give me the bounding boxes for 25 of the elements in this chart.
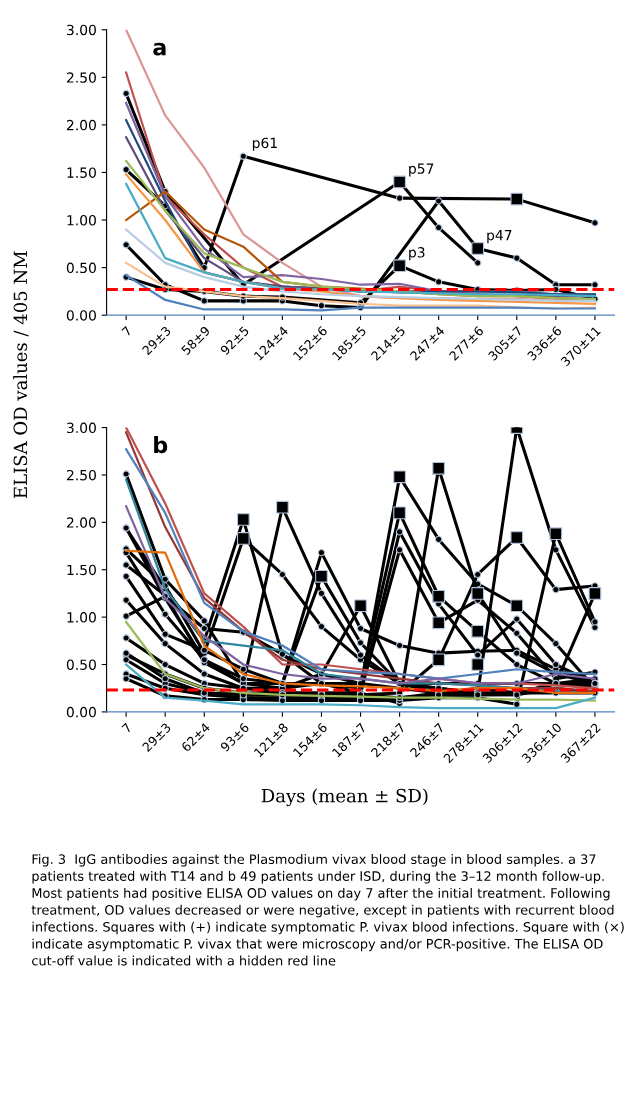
x-axis-title: Days (mean ± SD) [261,788,428,807]
y-tick-label: 0.00 [66,310,96,321]
y-tick-label: 0.50 [66,262,96,274]
y-tick-label: 1.00 [67,215,96,226]
y-tick-label: 1.00 [67,612,96,623]
chart-title: b [154,436,168,454]
y-tick-label: 2.00 [66,119,96,131]
y-axis-title: ELISA OD values / 405 NM [13,251,29,499]
y-tick-label: 3.00 [67,422,96,434]
y-tick-label: 2.50 [66,469,96,481]
annotation: p3 [409,247,425,261]
annotation: p61 [252,137,277,151]
annotation: p57 [409,163,434,177]
x-tick-label: 7 [121,722,133,734]
chart-title: a [153,42,166,56]
y-tick-label: 1.50 [67,564,96,576]
y-tick-label: 0.00 [66,706,96,718]
y-tick-label: 3.00 [67,24,96,36]
y-tick-label: 0.50 [66,659,96,670]
y-tick-label: 2.50 [66,72,96,83]
x-tick-label: 7 [121,325,133,337]
caption: Fig. 3 IgG antibodies against the Plasmodium vivax blood stage in blood samples. a 37 patients treated with T14 and b 49 patients under ISD, during the 3–12 month follow-up. Most patients had positive ELISA OD values on day 7 after the initial treatment. Following treatment, OD values decreased or were negative, except in patients with recurrent blood infections. Squares with (+) indicate symptomatic P. vivax blood infections. Square with (×) indicate asymptomatic P. vivax that were microscopy and/or PCR-positive. The ELISA OD cut-off value is indicated with a hidden red line [31,854,624,966]
y-tick-label: 1.50 [67,167,96,178]
annotation: p47 [487,230,512,244]
y-tick-label: 2.00 [66,517,96,528]
